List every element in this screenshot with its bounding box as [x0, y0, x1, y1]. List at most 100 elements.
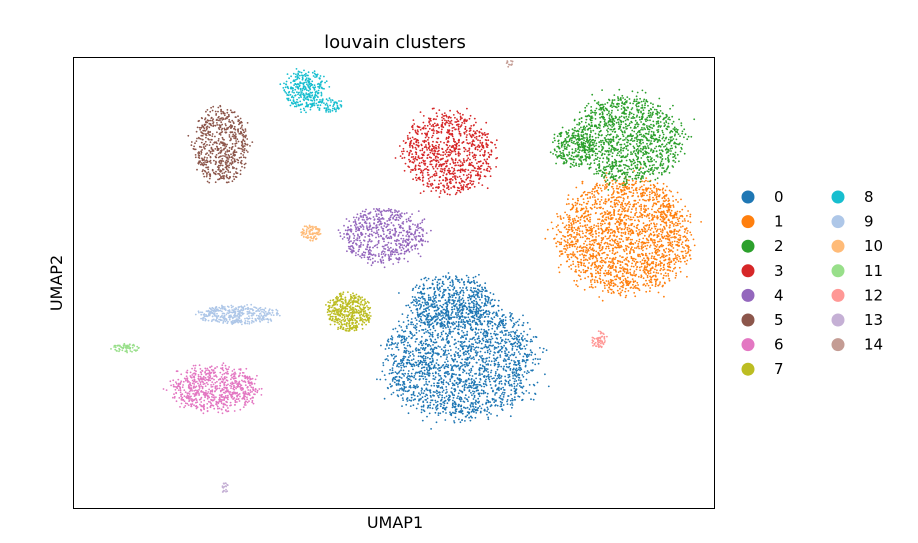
- data-point: [601, 290, 604, 292]
- data-point: [644, 230, 647, 233]
- data-point: [422, 357, 425, 360]
- data-point: [455, 364, 457, 367]
- data-point: [419, 362, 422, 364]
- data-point: [578, 269, 581, 272]
- data-point: [655, 112, 657, 115]
- data-point: [611, 249, 614, 252]
- data-point: [612, 279, 614, 282]
- data-point: [501, 315, 504, 318]
- data-point: [616, 275, 618, 278]
- data-point: [429, 367, 432, 369]
- data-point: [602, 237, 605, 239]
- data-point: [471, 337, 474, 340]
- data-point: [647, 170, 650, 173]
- data-point: [429, 332, 431, 335]
- data-point: [659, 263, 662, 265]
- data-point: [487, 299, 490, 301]
- data-point: [622, 209, 625, 211]
- data-point: [599, 261, 602, 263]
- data-point: [451, 285, 453, 288]
- data-point: [626, 203, 629, 205]
- data-point: [461, 308, 464, 311]
- data-point: [583, 201, 585, 204]
- data-point: [449, 326, 452, 328]
- data-point: [485, 295, 487, 298]
- data-point: [414, 286, 417, 288]
- data-point: [428, 335, 431, 338]
- data-point: [611, 252, 614, 255]
- data-point: [458, 279, 460, 281]
- data-point: [664, 282, 666, 285]
- data-point: [480, 313, 483, 316]
- data-point: [410, 302, 413, 304]
- data-point: [594, 200, 597, 203]
- data-point: [660, 267, 662, 270]
- data-point: [479, 317, 481, 319]
- data-point: [665, 223, 668, 225]
- data-point: [469, 338, 472, 340]
- data-point: [638, 188, 641, 191]
- data-point: [470, 348, 472, 351]
- data-point: [443, 325, 446, 328]
- data-point: [504, 352, 507, 355]
- data-point: [436, 382, 439, 384]
- data-point: [463, 401, 466, 403]
- data-point: [658, 194, 660, 197]
- data-point: [433, 287, 436, 289]
- data-point: [655, 160, 657, 163]
- data-point: [492, 354, 495, 356]
- data-point: [446, 323, 449, 325]
- data-point: [643, 214, 646, 217]
- data-point: [648, 193, 651, 196]
- data-point: [390, 372, 393, 375]
- data-point: [403, 357, 405, 360]
- data-point: [659, 228, 661, 231]
- data-point: [649, 187, 652, 190]
- data-point: [482, 309, 485, 311]
- data-point: [485, 304, 488, 307]
- data-point: [615, 199, 618, 202]
- data-point: [608, 221, 611, 224]
- data-point: [623, 198, 625, 200]
- data-point: [476, 284, 479, 287]
- data-point: [505, 322, 507, 325]
- data-point: [656, 251, 659, 253]
- data-point: [469, 311, 472, 314]
- data-point: [499, 354, 502, 357]
- data-point: [618, 150, 621, 153]
- data-point: [658, 200, 660, 203]
- data-point: [476, 342, 479, 344]
- data-point: [402, 369, 405, 372]
- data-point: [563, 247, 565, 250]
- data-point: [605, 245, 608, 248]
- data-point: [617, 271, 620, 274]
- data-point: [460, 321, 462, 323]
- data-point: [666, 211, 669, 214]
- data-point: [391, 380, 394, 382]
- data-point: [635, 207, 637, 210]
- data-point: [454, 389, 457, 391]
- data-point: [503, 358, 506, 360]
- data-point: [582, 207, 585, 210]
- data-point: [458, 373, 461, 376]
- data-point: [614, 241, 616, 244]
- data-point: [665, 275, 667, 277]
- data-point: [624, 281, 627, 283]
- data-point: [431, 322, 434, 324]
- data-point: [618, 238, 621, 240]
- data-point: [429, 352, 432, 354]
- data-point: [447, 296, 450, 299]
- data-point: [477, 397, 480, 400]
- data-point: [617, 218, 620, 220]
- data-point: [594, 286, 597, 288]
- data-point: [431, 399, 434, 402]
- data-point: [454, 351, 457, 353]
- data-point: [510, 383, 513, 386]
- data-point: [604, 198, 607, 201]
- data-point: [410, 375, 413, 378]
- data-point: [489, 332, 492, 335]
- data-point: [518, 338, 521, 341]
- data-point: [484, 297, 487, 300]
- data-point: [396, 379, 398, 382]
- data-point: [440, 403, 443, 405]
